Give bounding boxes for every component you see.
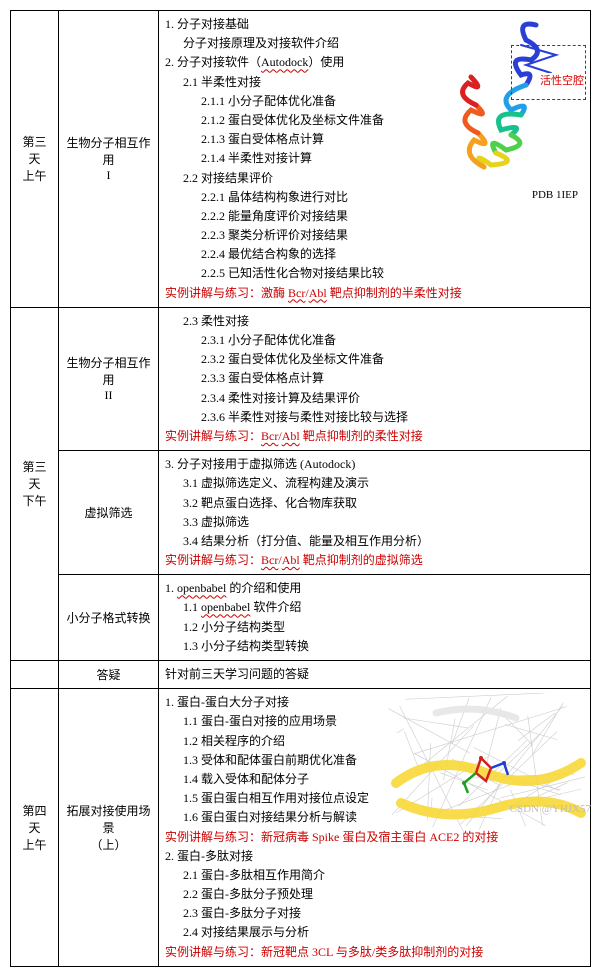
pdb-label: PDB 1IEP xyxy=(532,187,578,205)
content-cell: 3. 分子对接用于虚拟筛选 (Autodock)3.1 虚拟筛选定义、流程构建及… xyxy=(159,451,591,575)
topic-cell: 拓展对接使用场景（上） xyxy=(59,689,159,967)
outline-line: 2.2 蛋白-多肽分子预处理 xyxy=(165,885,584,904)
outline-line: 2.3 柔性对接 xyxy=(165,312,584,331)
outline-line: 实例讲解与练习：Bcr/Abl 靶点抑制剂的虚拟筛选 xyxy=(165,551,584,570)
outline-line: 2. 蛋白-多肽对接 xyxy=(165,847,584,866)
outline-line: 3. 分子对接用于虚拟筛选 (Autodock) xyxy=(165,455,584,474)
outline-line: 2.2.4 最优结合构象的选择 xyxy=(165,245,584,264)
watermark: CSDN @YHJX57 xyxy=(510,803,591,815)
day-cell xyxy=(11,661,59,689)
outline-line: 2.2.3 聚类分析评价对接结果 xyxy=(165,226,584,245)
table-row: 虚拟筛选3. 分子对接用于虚拟筛选 (Autodock)3.1 虚拟筛选定义、流… xyxy=(11,451,591,575)
outline-line: 针对前三天学习问题的答疑 xyxy=(165,665,584,684)
outline-line: 3.1 虚拟筛选定义、流程构建及演示 xyxy=(165,474,584,493)
day-cell: 第三天下午 xyxy=(11,307,59,660)
outline-line: 3.4 结果分析（打分值、能量及相互作用分析） xyxy=(165,532,584,551)
table-row: 第四天上午拓展对接使用场景（上） 1. 蛋白-蛋白大分子对接1.1 蛋白-蛋白对… xyxy=(11,689,591,967)
outline-line: 2.3.3 蛋白受体格点计算 xyxy=(165,369,584,388)
table-row: 第三天下午生物分子相互作用II2.3 柔性对接2.3.1 小分子配体优化准备2.… xyxy=(11,307,591,450)
protein-figure-1: 活性空腔 PDB 1IEP xyxy=(436,15,586,205)
table-row: 小分子格式转换1. openbabel 的介绍和使用1.1 openbabel … xyxy=(11,575,591,661)
outline-line: 3.3 虚拟筛选 xyxy=(165,513,584,532)
outline-line: 2.3.2 蛋白受体优化及坐标文件准备 xyxy=(165,350,584,369)
topic-cell: 答疑 xyxy=(59,661,159,689)
content-cell: 针对前三天学习问题的答疑 xyxy=(159,661,591,689)
topic-cell: 生物分子相互作用I xyxy=(59,11,159,308)
table-row: 第三天上午生物分子相互作用I 活性空腔 PDB 1IEP 1. 分子对接基础分子… xyxy=(11,11,591,308)
outline-line: 2.1 蛋白-多肽相互作用简介 xyxy=(165,866,584,885)
outline-line: 实例讲解与练习：Bcr/Abl 靶点抑制剂的柔性对接 xyxy=(165,427,584,446)
outline-line: 2.2.2 能量角度评价对接结果 xyxy=(165,207,584,226)
content-cell: 2.3 柔性对接2.3.1 小分子配体优化准备2.3.2 蛋白受体优化及坐标文件… xyxy=(159,307,591,450)
content-cell: 1. 蛋白-蛋白大分子对接1.1 蛋白-蛋白对接的应用场景1.2 相关程序的介绍… xyxy=(159,689,591,967)
content-cell: 1. openbabel 的介绍和使用1.1 openbabel 软件介绍1.2… xyxy=(159,575,591,661)
outline-line: 2.3.1 小分子配体优化准备 xyxy=(165,331,584,350)
topic-cell: 虚拟筛选 xyxy=(59,451,159,575)
schedule-table: 第三天上午生物分子相互作用I 活性空腔 PDB 1IEP 1. 分子对接基础分子… xyxy=(10,10,591,967)
outline-line: 1. openbabel 的介绍和使用 xyxy=(165,579,584,598)
topic-cell: 小分子格式转换 xyxy=(59,575,159,661)
outline-line: 2.3.6 半柔性对接与柔性对接比较与选择 xyxy=(165,408,584,427)
outline-line: 1.2 小分子结构类型 xyxy=(165,618,584,637)
hotspot-label: 活性空腔 xyxy=(540,73,584,91)
outline-line: 3.2 靶点蛋白选择、化合物库获取 xyxy=(165,494,584,513)
table-row: 答疑针对前三天学习问题的答疑 xyxy=(11,661,591,689)
outline-line: 实例讲解与练习：激酶 Bcr/Abl 靶点抑制剂的半柔性对接 xyxy=(165,284,584,303)
topic-cell: 生物分子相互作用II xyxy=(59,307,159,450)
outline-line: 实例讲解与练习：新冠靶点 3CL 与多肽/类多肽抑制剂的对接 xyxy=(165,943,584,962)
content-cell: 活性空腔 PDB 1IEP 1. 分子对接基础分子对接原理及对接软件介绍2. 分… xyxy=(159,11,591,308)
outline-line: 2.2.5 已知活性化合物对接结果比较 xyxy=(165,264,584,283)
outline-line: 2.4 对接结果展示与分析 xyxy=(165,923,584,942)
outline-line: 1.1 openbabel 软件介绍 xyxy=(165,598,584,617)
outline-line: 2.3.4 柔性对接计算及结果评价 xyxy=(165,389,584,408)
day-cell: 第四天上午 xyxy=(11,689,59,967)
outline-line: 1.3 小分子结构类型转换 xyxy=(165,637,584,656)
day-cell: 第三天上午 xyxy=(11,11,59,308)
outline-line: 2.3 蛋白-多肽分子对接 xyxy=(165,904,584,923)
